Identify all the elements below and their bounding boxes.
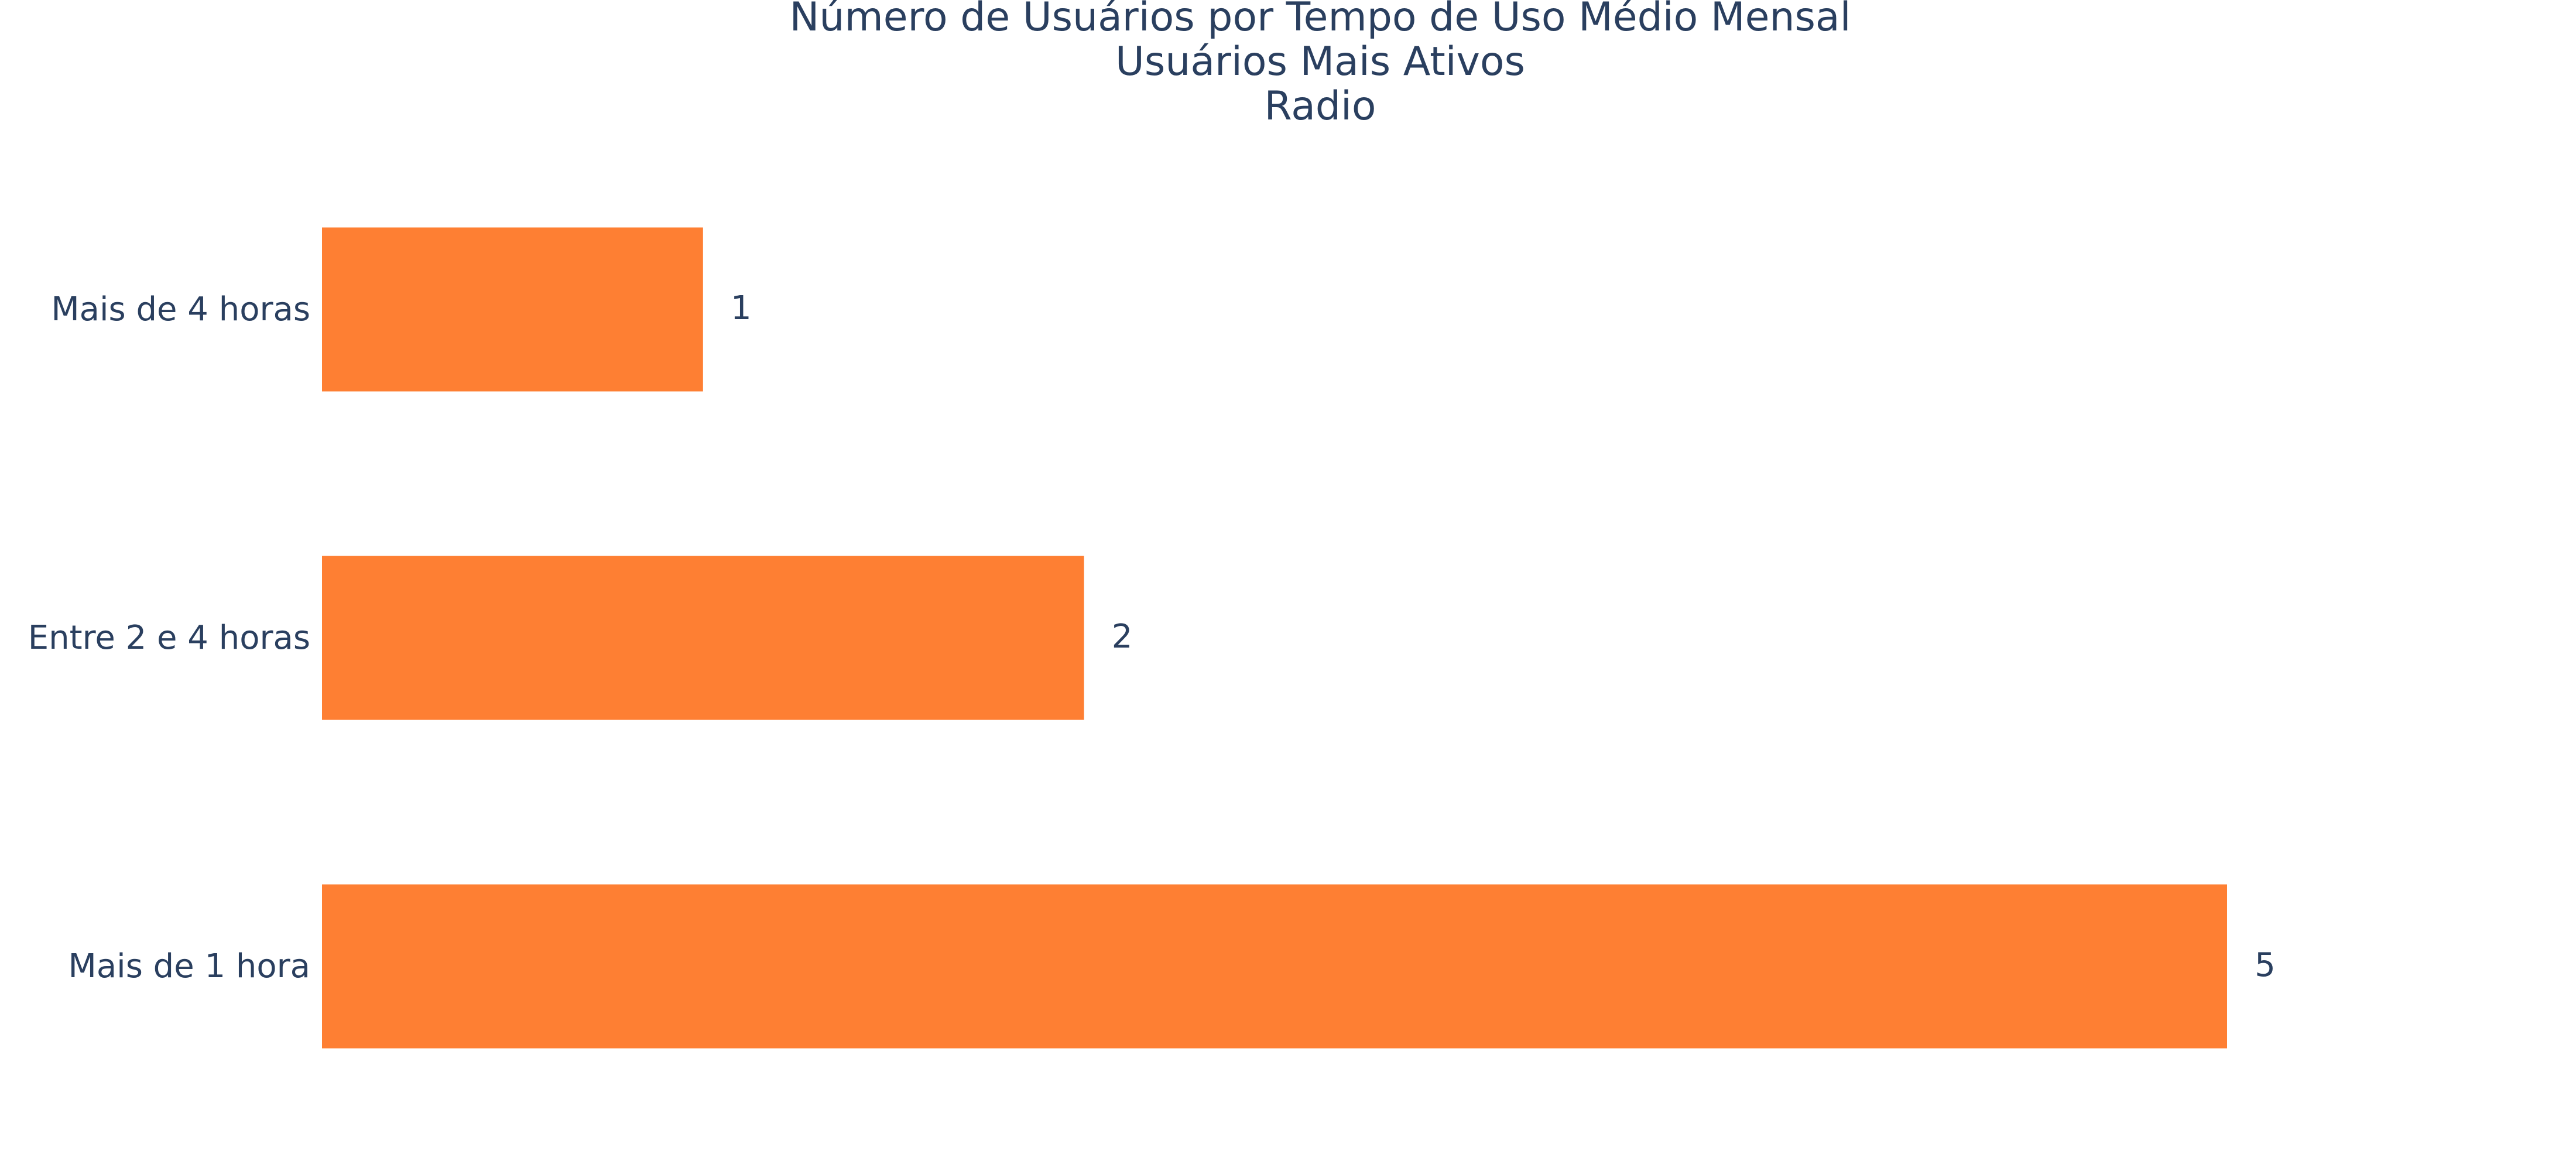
- data-label: 5: [2255, 946, 2276, 984]
- chart-title-line-3: Radio: [1264, 83, 1376, 129]
- chart-title: Número de Usuários por Tempo de Uso Médi…: [790, 0, 1851, 129]
- y-tick-label: Mais de 1 hora: [68, 947, 311, 985]
- y-tick-label: Entre 2 e 4 horas: [28, 619, 310, 657]
- bar-series: [322, 227, 2227, 1049]
- bar: [322, 556, 1084, 720]
- chart-title-line-1: Número de Usuários por Tempo de Uso Médi…: [790, 0, 1851, 40]
- bar: [322, 227, 703, 392]
- chart-title-line-2: Usuários Mais Ativos: [1115, 39, 1525, 85]
- data-label: 1: [731, 289, 752, 327]
- y-axis-tick-labels: Mais de 4 horas Entre 2 e 4 horas Mais de …: [28, 290, 310, 985]
- data-labels: 1 2 5: [731, 289, 2276, 984]
- bar: [322, 884, 2227, 1049]
- data-label: 2: [1112, 618, 1133, 656]
- y-tick-label: Mais de 4 horas: [51, 290, 310, 328]
